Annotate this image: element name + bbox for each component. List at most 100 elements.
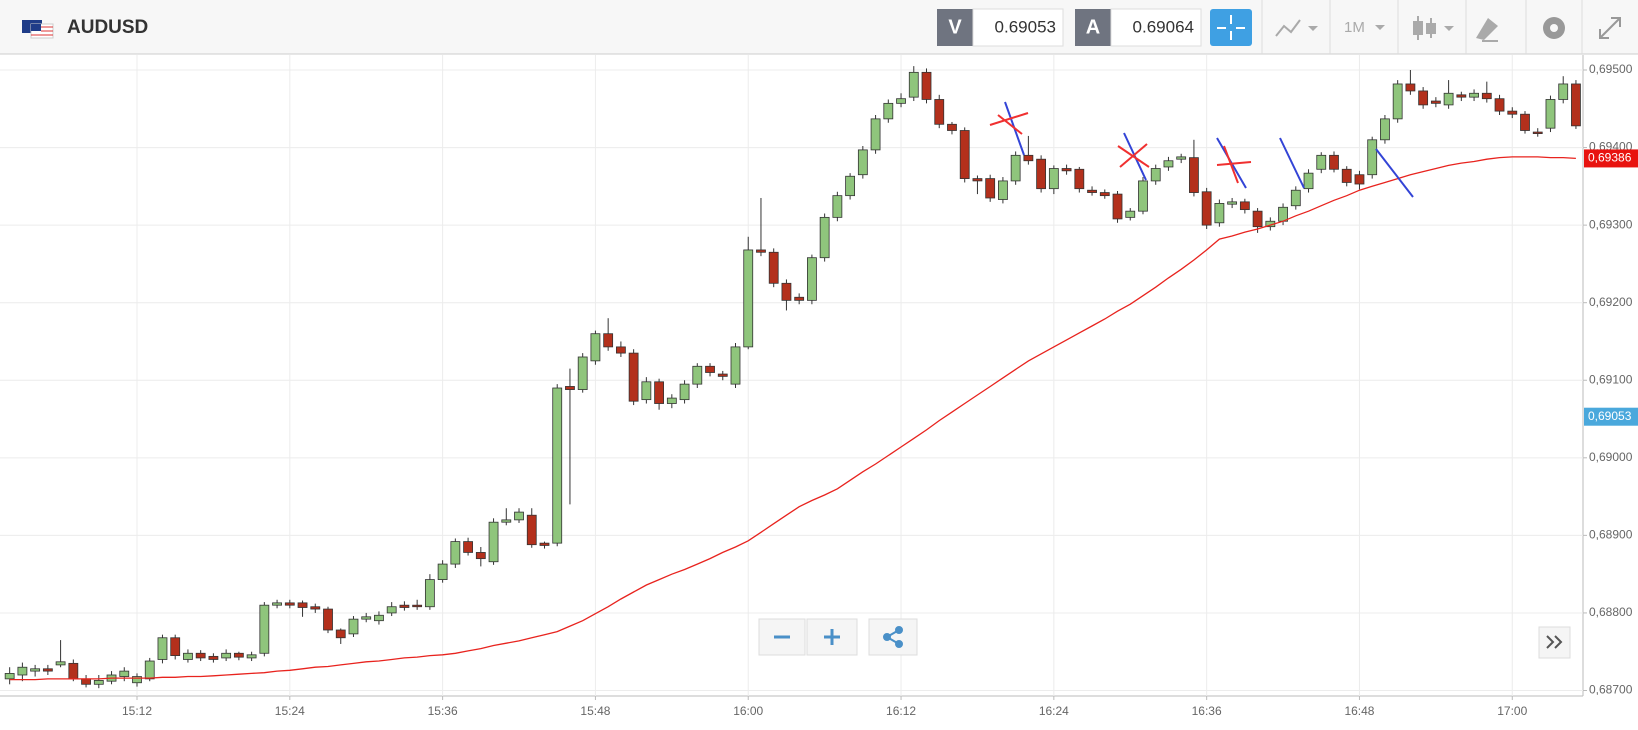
candle-body	[756, 249, 766, 253]
candle-body	[170, 637, 181, 656]
crosshair-icon[interactable]	[1217, 15, 1245, 40]
drawing-tool-button[interactable]	[1476, 18, 1498, 42]
candle-body	[246, 654, 257, 659]
candle-body	[883, 102, 894, 120]
buy-label[interactable]: A	[1086, 16, 1100, 38]
candle-body	[615, 346, 626, 354]
candle-body	[1227, 201, 1238, 205]
buy-price[interactable]: 0.69064	[1133, 17, 1194, 36]
fullscreen-button[interactable]	[1599, 17, 1621, 39]
candle-body	[437, 563, 448, 580]
candle-body	[1443, 92, 1454, 106]
candle-body	[1380, 118, 1390, 141]
candle-body	[1418, 90, 1429, 106]
sell-price[interactable]: 0.69053	[995, 17, 1056, 36]
candle-body	[1571, 83, 1581, 127]
chart-type-button[interactable]	[1275, 19, 1318, 37]
candle-body	[42, 668, 53, 672]
y-tick-label: 0,69200	[1589, 295, 1633, 309]
x-tick-label: 15:12	[122, 704, 152, 718]
candle-body	[1061, 168, 1072, 172]
candle-body	[590, 333, 601, 362]
candle-body	[1354, 174, 1365, 185]
annotations	[989, 101, 1414, 198]
candle-body	[1201, 191, 1212, 226]
candle-body	[743, 249, 754, 348]
share-icon[interactable]	[883, 626, 903, 648]
candle-body	[857, 149, 868, 176]
scroll-right-icon[interactable]	[1546, 635, 1563, 649]
candle-body	[654, 381, 664, 404]
candle-body	[807, 257, 817, 301]
candle-body	[717, 373, 728, 377]
x-tick-label: 16:12	[886, 704, 916, 718]
flag-icon	[22, 20, 54, 39]
candle-body	[501, 519, 512, 523]
candle-body	[195, 652, 206, 659]
timeframe[interactable]: 1M	[1344, 19, 1365, 36]
candle-body	[628, 352, 639, 402]
candle-body	[1341, 168, 1352, 183]
candle-body	[1456, 94, 1467, 98]
candle-body	[959, 130, 970, 179]
candle-body	[1494, 98, 1505, 112]
buy-price-box[interactable]	[1110, 8, 1202, 47]
candle-body	[1074, 168, 1085, 190]
candle-body	[55, 661, 66, 666]
candle-body	[259, 604, 270, 654]
settings-button[interactable]	[1543, 17, 1565, 39]
candle-body	[1214, 203, 1225, 224]
candle-body	[475, 552, 486, 560]
candle-body	[1469, 92, 1479, 98]
y-tick-label: 0,68900	[1589, 528, 1633, 542]
candle-body	[1189, 157, 1199, 193]
candle-body	[1239, 201, 1250, 211]
candle-body	[1481, 92, 1492, 100]
candle-body	[1545, 99, 1556, 129]
candle-body	[399, 604, 410, 608]
sell-button[interactable]	[937, 9, 973, 46]
candle-body	[1532, 131, 1543, 135]
candle-body	[666, 397, 677, 404]
candle-body	[221, 652, 232, 659]
candle-body	[68, 662, 79, 680]
candle-body	[947, 123, 957, 131]
timeframe-arrow[interactable]	[1375, 25, 1385, 30]
candle-body	[81, 678, 91, 685]
candle-body	[1163, 160, 1174, 168]
bid-price-label: 0,69053	[1588, 409, 1632, 423]
candle-body	[1430, 100, 1441, 104]
candle-body	[819, 216, 830, 259]
candle-body	[1176, 156, 1187, 160]
candle-body	[132, 676, 142, 684]
candle-body	[1558, 83, 1569, 100]
crosshair-button[interactable]	[1210, 9, 1252, 46]
candle-body	[1138, 180, 1148, 212]
candle-body	[1099, 192, 1110, 197]
candle-body	[323, 608, 333, 631]
symbol: AUDUSD	[67, 17, 148, 38]
candle-body	[1303, 172, 1314, 190]
zoom-in-icon[interactable]	[824, 629, 840, 645]
candle-body	[1507, 110, 1518, 115]
scroll-right-button[interactable]	[1538, 626, 1571, 659]
candle-body	[641, 381, 652, 401]
candle-type-button[interactable]	[1413, 16, 1454, 40]
candle-body	[552, 387, 563, 544]
sell-label[interactable]: V	[948, 16, 962, 38]
candle-body	[565, 386, 575, 390]
candle-body	[424, 579, 435, 608]
candle-body	[1010, 154, 1021, 182]
x-tick-label: 16:24	[1039, 704, 1069, 718]
candle-body	[233, 652, 244, 658]
last-price-label: 0,69386	[1588, 151, 1632, 165]
share-button[interactable]	[868, 618, 918, 656]
sell-price-box[interactable]	[972, 8, 1064, 47]
candle-body	[1125, 210, 1136, 218]
candle-body	[1112, 193, 1123, 220]
candle-body	[781, 282, 792, 301]
last-price-marker	[1584, 149, 1638, 168]
candle-body	[1023, 154, 1034, 162]
buy-button[interactable]	[1075, 9, 1111, 46]
y-tick-label: 0,69100	[1589, 372, 1633, 386]
